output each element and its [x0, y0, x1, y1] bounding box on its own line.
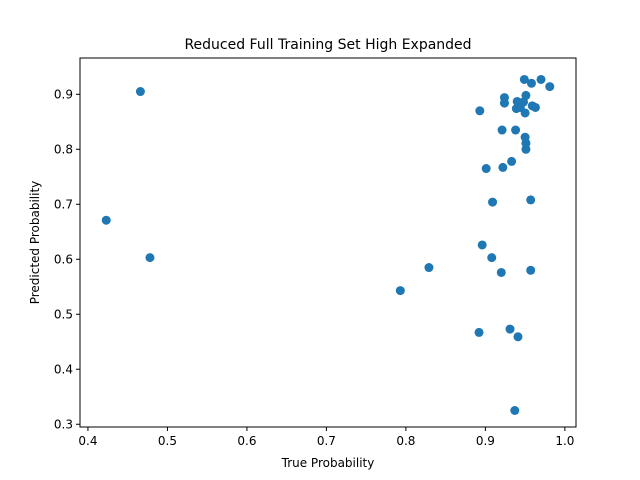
data-point-3: [145, 253, 155, 263]
y-tick-label: 0.4: [54, 362, 73, 376]
data-point-26: [519, 74, 529, 84]
data-point-14: [498, 162, 508, 172]
x-tick-label: 0.9: [476, 434, 495, 448]
data-point-32: [526, 195, 536, 205]
data-point-13: [497, 125, 507, 135]
data-point-37: [536, 74, 546, 84]
y-tick-label: 0.8: [54, 142, 73, 156]
data-point-8: [477, 240, 487, 250]
data-point-31: [521, 90, 531, 100]
x-tick-label: 0.5: [158, 434, 177, 448]
x-tick-label: 1.0: [555, 434, 574, 448]
y-tick-label: 0.6: [54, 252, 73, 266]
data-point-10: [487, 253, 497, 263]
data-point-27: [520, 108, 530, 118]
x-tick-label: 0.6: [237, 434, 256, 448]
data-point-11: [488, 197, 498, 207]
y-axis-label: Predicted Probability: [28, 181, 42, 305]
y-axis-ticks: 0.3 0.4 0.5 0.6 0.7 0.8 0.9: [54, 87, 80, 431]
plot-frame: [79, 57, 577, 428]
data-point-34: [526, 78, 536, 88]
data-point-2: [135, 87, 145, 97]
data-point-17: [505, 324, 515, 334]
x-axis-label: True Probability: [281, 456, 375, 470]
x-tick-label: 0.8: [396, 434, 415, 448]
data-point-12: [496, 267, 506, 277]
data-point-38: [545, 82, 555, 92]
y-tick-label: 0.7: [54, 197, 73, 211]
data-point-36: [530, 102, 540, 112]
x-tick-label: 0.4: [78, 434, 97, 448]
data-point-33: [526, 265, 536, 275]
data-point-9: [481, 164, 491, 174]
x-axis-ticks: 0.4 0.5 0.6 0.7 0.8 0.9 1.0: [78, 427, 574, 448]
y-tick-label: 0.5: [54, 307, 73, 321]
data-points: [101, 74, 555, 416]
data-point-7: [475, 106, 485, 116]
data-point-16: [499, 98, 509, 108]
y-tick-label: 0.3: [54, 417, 73, 431]
data-point-30: [521, 144, 531, 154]
data-point-23: [513, 332, 523, 342]
data-point-19: [510, 406, 520, 416]
data-point-20: [511, 125, 521, 135]
data-point-4: [395, 286, 405, 296]
data-point-6: [474, 327, 484, 337]
x-tick-label: 0.7: [317, 434, 336, 448]
data-point-1: [101, 215, 111, 225]
y-tick-label: 0.9: [54, 87, 73, 101]
data-point-5: [424, 263, 434, 273]
data-point-18: [507, 156, 517, 166]
chart-title: Reduced Full Training Set High Expanded: [184, 37, 471, 53]
